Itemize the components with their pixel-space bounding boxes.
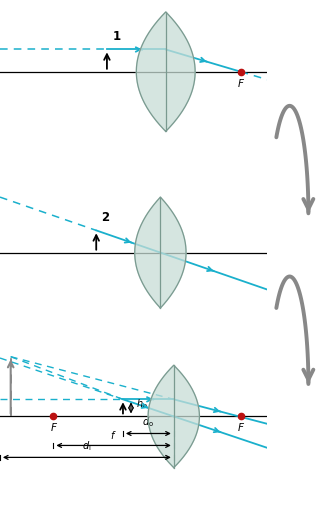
Text: $f$: $f$ — [110, 429, 117, 441]
Text: 1: 1 — [112, 30, 120, 42]
Text: F: F — [51, 423, 56, 433]
Text: $d_\mathrm{i}$: $d_\mathrm{i}$ — [82, 439, 92, 453]
Text: F: F — [238, 423, 244, 433]
Text: F: F — [238, 78, 244, 89]
Polygon shape — [148, 365, 200, 467]
Text: $h_\mathrm{o}$: $h_\mathrm{o}$ — [136, 398, 148, 411]
Text: 2: 2 — [102, 210, 110, 224]
Polygon shape — [135, 197, 186, 308]
Text: $d_\mathrm{o}$: $d_\mathrm{o}$ — [142, 415, 154, 429]
Polygon shape — [136, 12, 195, 132]
